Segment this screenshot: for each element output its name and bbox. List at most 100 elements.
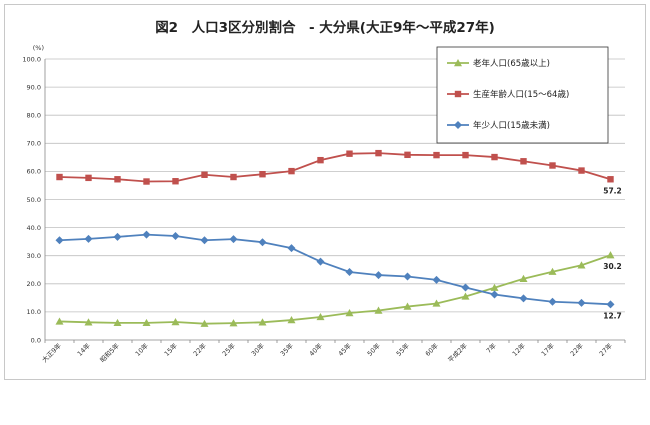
square-marker <box>230 173 237 181</box>
x-tick-label: 55年 <box>394 341 411 358</box>
diamond-marker <box>316 257 325 266</box>
diamond-marker <box>287 244 296 253</box>
x-tick-label: 60年 <box>423 341 440 358</box>
triangle-marker <box>142 318 151 327</box>
diamond-marker <box>229 235 238 244</box>
x-tick-label: 平成2年 <box>446 341 469 364</box>
x-tick-label: 35年 <box>278 341 295 358</box>
triangle-marker <box>113 318 122 327</box>
triangle-marker <box>374 306 383 314</box>
y-tick-label: 90.0 <box>27 83 41 91</box>
x-tick-label: 大正9年 <box>40 341 63 364</box>
chart-title: 図2 人口3区分別割合 - 大分県(大正9年～平成27年) <box>155 19 495 36</box>
triangle-marker <box>171 318 180 326</box>
legend-label: 老年人口(65歳以上) <box>473 58 550 69</box>
diamond-marker <box>519 294 528 303</box>
diamond-marker <box>200 236 209 245</box>
x-tick-label: 15年 <box>162 341 179 358</box>
triangle-marker <box>454 59 462 67</box>
triangle-marker <box>258 318 267 326</box>
diamond-marker <box>461 283 470 292</box>
square-marker <box>114 176 121 183</box>
square-marker <box>85 174 92 182</box>
series-line <box>59 152 611 183</box>
x-tick-label: 7年 <box>484 341 498 355</box>
x-tick-label: 22年 <box>191 341 208 358</box>
y-tick-label: 70.0 <box>27 140 41 148</box>
diamond-marker <box>345 267 354 276</box>
diamond-marker <box>171 232 180 241</box>
data-label: 57.2 <box>603 186 622 195</box>
triangle-marker <box>577 261 586 269</box>
triangle-marker <box>403 302 412 310</box>
square-marker <box>462 151 469 159</box>
square-marker <box>433 151 440 159</box>
y-tick-label: 100.0 <box>22 55 41 63</box>
x-tick-label: 22年 <box>568 341 585 358</box>
y-tick-label: 30.0 <box>27 252 41 260</box>
square-marker <box>288 167 295 175</box>
diamond-marker <box>142 230 151 239</box>
y-tick-label: 50.0 <box>27 196 41 204</box>
y-tick-label: 0.0 <box>31 336 41 344</box>
triangle-marker <box>84 318 93 326</box>
square-marker <box>259 171 266 178</box>
square-marker <box>607 176 614 183</box>
square-marker <box>317 156 324 164</box>
diamond-marker <box>548 297 557 306</box>
square-marker <box>143 178 150 185</box>
triangle-marker <box>345 309 354 317</box>
legend-label: 年少人口(15歳未満) <box>473 120 550 131</box>
triangle-marker <box>200 319 209 327</box>
diamond-marker <box>577 298 586 307</box>
series-line <box>59 233 611 306</box>
square-marker <box>549 162 556 169</box>
square-marker <box>454 90 462 98</box>
x-tick-label: 50年 <box>365 341 382 358</box>
triangle-marker <box>490 283 499 291</box>
square-marker <box>491 153 498 161</box>
triangle-marker <box>287 316 296 324</box>
square-marker <box>201 171 208 178</box>
data-label: 30.2 <box>603 262 622 271</box>
x-tick-label: 12年 <box>510 341 527 358</box>
triangle-marker <box>606 251 615 259</box>
diamond-marker <box>490 290 499 299</box>
diamond-marker <box>432 275 441 284</box>
y-axis-unit: (%) <box>33 44 44 52</box>
x-tick-label: 25年 <box>220 341 237 358</box>
square-marker <box>578 167 585 174</box>
x-tick-label: 27年 <box>597 341 614 358</box>
diamond-marker <box>403 272 412 281</box>
square-marker <box>172 178 179 185</box>
grid <box>45 58 625 341</box>
triangle-marker <box>229 319 238 327</box>
triangle-marker <box>316 312 325 321</box>
triangle-marker <box>548 267 557 275</box>
square-marker <box>520 158 527 165</box>
triangle-marker <box>55 317 64 325</box>
diamond-marker <box>606 300 615 309</box>
diamond-marker <box>113 232 122 241</box>
data-label: 12.7 <box>603 311 622 320</box>
triangle-marker <box>432 299 441 307</box>
square-marker <box>346 150 353 157</box>
diamond-marker <box>55 236 64 245</box>
x-tick-label: 昭和5年 <box>98 341 121 364</box>
x-tick-label: 30年 <box>249 341 266 358</box>
y-tick-label: 60.0 <box>27 168 41 176</box>
diamond-marker <box>258 238 267 247</box>
series-line <box>59 254 611 325</box>
x-tick-label: 40年 <box>307 341 324 358</box>
diamond-marker <box>84 234 93 243</box>
y-tick-label: 80.0 <box>27 112 41 120</box>
diamond-marker <box>374 271 383 280</box>
triangle-marker <box>461 292 470 300</box>
series: 30.2 57.2 12.7 <box>55 149 622 327</box>
y-tick-label: 20.0 <box>27 280 41 288</box>
diamond-marker <box>454 121 462 129</box>
y-tick-label: 10.0 <box>27 308 41 316</box>
square-marker <box>56 173 63 181</box>
y-tick-label: 40.0 <box>27 224 41 232</box>
